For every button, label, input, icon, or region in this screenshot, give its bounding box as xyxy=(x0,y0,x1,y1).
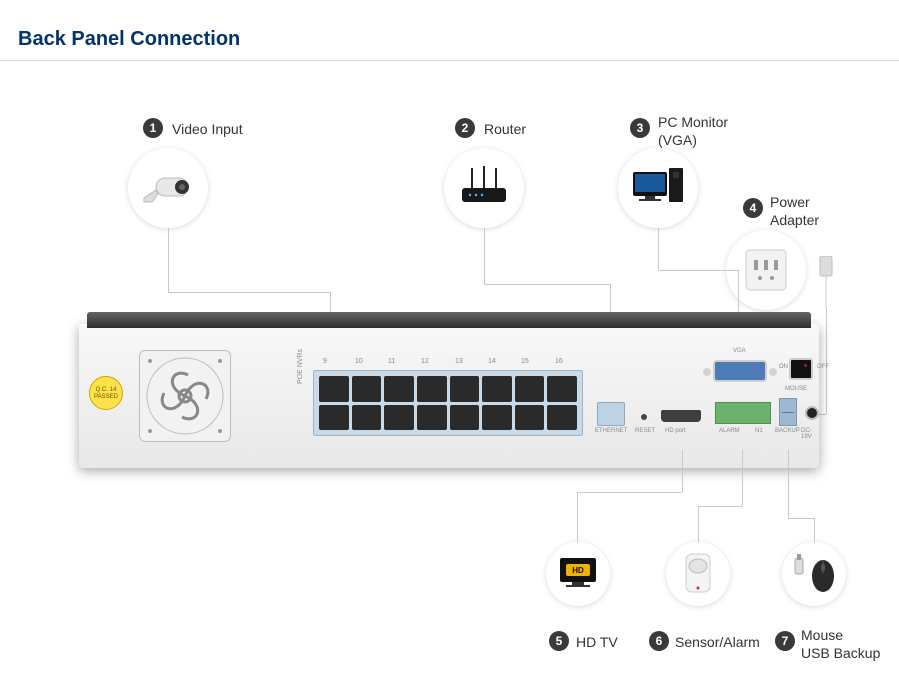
poe-num-14: 14 xyxy=(488,358,496,365)
label-video-input: Video Input xyxy=(172,120,243,138)
line-mouse-h xyxy=(788,518,814,519)
ethernet-port xyxy=(597,402,625,426)
vga-label: VGA xyxy=(733,348,746,354)
line-router-h xyxy=(484,284,610,285)
fan-vent xyxy=(139,350,231,442)
n1-label: N1 xyxy=(755,428,763,434)
mouse-usb-icon xyxy=(782,542,846,606)
line-monitor-h xyxy=(658,270,738,271)
power-switch xyxy=(789,358,813,380)
badge-1: 1 xyxy=(143,118,163,138)
line-router-v xyxy=(484,228,485,284)
label-pc-monitor: PC Monitor (VGA) xyxy=(658,113,728,149)
label-power-adapter: Power Adapter xyxy=(770,193,819,229)
line-sensor-v2 xyxy=(698,506,699,542)
hdmi-label: HD port xyxy=(665,428,686,434)
poe-num-15: 15 xyxy=(521,358,529,365)
page-title: Back Panel Connection xyxy=(18,28,240,51)
qc-sticker: Q.C. 14 PASSED xyxy=(89,376,123,410)
label-mouse: Mouse USB Backup xyxy=(801,626,880,662)
line-sensor-h xyxy=(698,506,742,507)
sensor-icon xyxy=(666,542,730,606)
device-lid xyxy=(87,312,811,328)
badge-2: 2 xyxy=(455,118,475,138)
reset-hole xyxy=(641,414,647,420)
vga-port xyxy=(713,360,767,382)
line-hdtv-v xyxy=(682,450,683,492)
off-label: OFF xyxy=(817,364,829,370)
line-camera-v xyxy=(168,228,169,292)
line-hdtv-h xyxy=(577,492,682,493)
svg-text:HD: HD xyxy=(572,566,584,575)
line-camera-h xyxy=(168,292,330,293)
label-hdtv: HD TV xyxy=(576,633,618,651)
alarm-terminal xyxy=(715,402,771,424)
poe-ports xyxy=(313,370,583,436)
on-label: ON xyxy=(779,364,788,370)
usb-ports xyxy=(779,398,797,426)
poe-num-9: 9 xyxy=(323,358,327,365)
title-divider xyxy=(0,60,899,61)
badge-4: 4 xyxy=(743,198,763,218)
eth-label: ETHERNET xyxy=(595,428,627,434)
reset-label: RESET xyxy=(635,428,655,434)
line-sensor-v xyxy=(742,450,743,506)
badge-3: 3 xyxy=(630,118,650,138)
line-mouse-v2 xyxy=(814,518,815,542)
adapter-plug-icon xyxy=(814,256,838,308)
poe-num-10: 10 xyxy=(355,358,363,365)
poe-num-13: 13 xyxy=(455,358,463,365)
badge-6: 6 xyxy=(649,631,669,651)
label-sensor: Sensor/Alarm xyxy=(675,633,760,651)
alarm-label: ALARM xyxy=(719,428,740,434)
nvr-device: Q.C. 14 PASSED POE NVRs 9 10 11 12 13 14… xyxy=(79,324,819,468)
camera-icon xyxy=(128,148,208,228)
poe-num-12: 12 xyxy=(421,358,429,365)
hdtv-icon: HD xyxy=(546,542,610,606)
line-power-v xyxy=(826,308,827,414)
line-hdtv-v2 xyxy=(577,492,578,542)
badge-5: 5 xyxy=(549,631,569,651)
monitor-icon xyxy=(618,148,698,228)
badge-7: 7 xyxy=(775,631,795,651)
backup-label: BACKUP xyxy=(775,428,800,434)
label-router: Router xyxy=(484,120,526,138)
router-icon xyxy=(444,148,524,228)
poe-num-11: 11 xyxy=(388,358,395,365)
dc-jack xyxy=(805,406,819,420)
hdmi-port xyxy=(661,410,701,422)
dc-label: DC-19V xyxy=(801,428,819,440)
line-monitor-v xyxy=(658,228,659,270)
poe-num-16: 16 xyxy=(555,358,563,365)
line-mouse-v xyxy=(788,450,789,518)
mouse-label: MOUSE xyxy=(785,386,807,392)
poe-label: POE NVRs xyxy=(297,349,304,384)
